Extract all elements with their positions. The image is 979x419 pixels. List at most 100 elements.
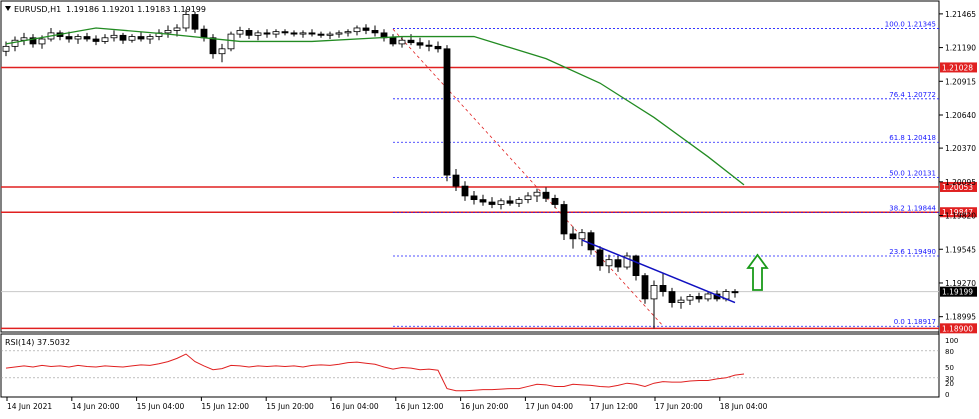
time-axis: 14 Jun 2021 14 Jun 20:00 15 Jun 04:00 15 Ju…	[6, 397, 768, 411]
candle	[335, 30, 343, 38]
candle-body	[623, 255, 631, 268]
price-tick-label: 1.20095	[945, 178, 976, 187]
candle	[632, 254, 640, 281]
candle-body	[65, 36, 73, 40]
candle	[119, 32, 127, 44]
rsi-tick-label: 20	[945, 380, 954, 388]
dropdown-triangle-icon[interactable]	[5, 6, 11, 11]
candle	[497, 198, 505, 210]
level-price-label: 1.18900	[942, 324, 973, 333]
candle	[488, 197, 496, 209]
candle	[146, 34, 154, 44]
candle-body	[254, 32, 262, 36]
candle	[695, 292, 703, 303]
candle-body	[731, 291, 739, 294]
candle-body	[443, 48, 451, 176]
candle-body	[668, 291, 676, 303]
candle-body	[38, 38, 46, 45]
descending-trendline	[581, 239, 736, 304]
candle-body	[128, 36, 136, 41]
fib-level-label: 50.0 1.20131	[889, 169, 936, 177]
candle	[227, 31, 235, 52]
candle	[641, 273, 649, 304]
candle-body	[398, 39, 406, 45]
fib-level-label: 76.4 1.20772	[889, 91, 936, 99]
candle	[542, 187, 550, 203]
candle	[515, 197, 523, 207]
candle	[353, 25, 361, 36]
candle	[74, 34, 82, 44]
candle	[686, 293, 694, 306]
candle	[443, 45, 451, 182]
candle-body	[335, 32, 343, 35]
fib-level-label: 38.2 1.19844	[889, 205, 936, 213]
price-tick-label: 1.20640	[945, 111, 976, 120]
price-tick-label: 1.18995	[945, 313, 976, 322]
candle	[587, 230, 595, 255]
candle-body	[389, 37, 397, 45]
horizontal-levels: 1.21028 1.20053 1.19847 1.18900 1.19199	[1, 62, 977, 334]
time-tick-label: 15 Jun 20:00	[266, 402, 314, 411]
current-price-label: 1.19199	[942, 288, 973, 297]
candle	[704, 291, 712, 302]
time-tick-label: 15 Jun 12:00	[201, 402, 249, 411]
candles	[2, 9, 739, 329]
candle	[416, 37, 424, 49]
candle	[398, 36, 406, 48]
candle-body	[416, 42, 424, 46]
candle-body	[479, 199, 487, 203]
candle-body	[488, 201, 496, 205]
chart-header: EURUSD,H1 1.19186 1.19201 1.19183 1.1919…	[5, 5, 206, 14]
candle-body	[605, 259, 613, 267]
candle-body	[470, 195, 478, 201]
candle	[83, 32, 91, 42]
candle-body	[677, 299, 685, 303]
candle-body	[551, 197, 559, 205]
candle-body	[164, 30, 172, 34]
fib-level-label: 0.0 1.18917	[894, 318, 936, 326]
candle-body	[524, 195, 532, 201]
candle	[551, 194, 559, 209]
candle	[677, 296, 685, 309]
level-price-label: 1.19847	[942, 208, 973, 217]
candle-body	[344, 31, 352, 34]
candle-body	[308, 32, 316, 35]
candle-body	[137, 36, 145, 40]
candle	[731, 289, 739, 298]
candle	[578, 229, 586, 247]
candle	[92, 35, 100, 46]
rsi-label: RSI(14) 37.5032	[5, 338, 70, 347]
candle	[299, 30, 307, 38]
rsi-line	[5, 353, 745, 392]
candle	[461, 181, 469, 201]
candle-body	[263, 32, 271, 35]
candle	[272, 29, 280, 38]
candle-body	[146, 36, 154, 40]
candle-body	[326, 33, 334, 36]
candle-body	[587, 232, 595, 251]
candle-body	[686, 296, 694, 301]
candle-body	[569, 233, 577, 240]
candle	[326, 31, 334, 40]
price-tick-label: 1.20370	[945, 144, 976, 153]
level-price-tag	[940, 181, 977, 192]
candle	[344, 29, 352, 37]
rsi-tick-label: 0	[945, 391, 949, 399]
rsi-tick-label: 50	[945, 364, 954, 372]
current-price-tag	[940, 286, 977, 297]
time-tick-label: 15 Jun 04:00	[137, 402, 185, 411]
candle	[236, 26, 244, 38]
candle	[533, 188, 541, 203]
fib-level-label: 23.6 1.19490	[889, 248, 936, 256]
candle-body	[119, 34, 127, 41]
fibonacci-levels: 100.0 1.21345 76.4 1.20772 61.8 1.20418 50.…	[392, 21, 939, 327]
candle	[434, 41, 442, 53]
time-tick-label: 16 Jun 20:00	[461, 402, 509, 411]
candle-body	[272, 31, 280, 35]
candle-body	[704, 293, 712, 300]
candle	[425, 40, 433, 52]
price-tick-label: 1.19545	[945, 245, 976, 254]
symbol-label: EURUSD,H1	[14, 5, 61, 14]
